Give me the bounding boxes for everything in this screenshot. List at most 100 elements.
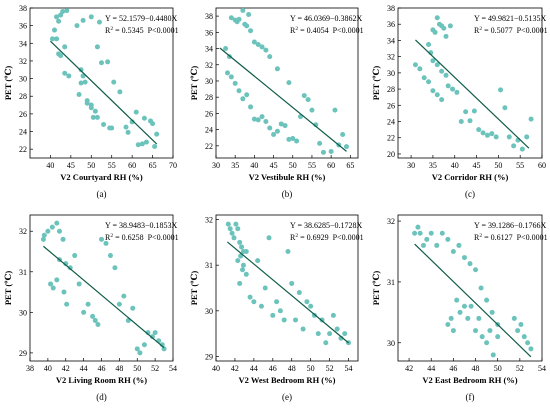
data-point bbox=[518, 322, 524, 327]
data-point bbox=[320, 149, 326, 155]
data-point bbox=[457, 309, 463, 315]
p-value: P<0.0001 bbox=[148, 26, 179, 35]
data-point bbox=[412, 230, 418, 236]
data-point bbox=[450, 328, 456, 334]
data-point bbox=[458, 119, 464, 125]
y-tick-label: 28 bbox=[387, 85, 395, 94]
data-point bbox=[528, 116, 534, 122]
x-tick-label: 60 bbox=[538, 161, 546, 170]
chart-panel-5: 40 42 44 46 48 50 52 54 29 30 31 32 V2 West Bedroom … bbox=[189, 214, 364, 402]
data-point bbox=[343, 144, 349, 150]
data-point bbox=[300, 326, 306, 332]
x-tick-label: 52 bbox=[151, 364, 159, 373]
data-point bbox=[246, 11, 252, 17]
data-point bbox=[417, 230, 423, 236]
data-point bbox=[236, 16, 242, 22]
data-point bbox=[424, 236, 430, 242]
y-tick-label: 22 bbox=[19, 145, 27, 154]
data-point bbox=[519, 146, 525, 152]
data-point bbox=[301, 93, 307, 99]
x-tick-label: 50 bbox=[87, 161, 95, 170]
chart-panel-6: 42 44 46 48 50 52 54 30 31 32 V2 East Bedroom RH (… bbox=[371, 214, 548, 402]
data-point bbox=[54, 36, 60, 42]
y-tick-label: 34 bbox=[205, 45, 213, 54]
y-tick-label: 22 bbox=[387, 134, 395, 143]
data-point bbox=[478, 285, 484, 291]
y-axis-title: PET (℃) bbox=[371, 66, 381, 101]
y-tick-label: 31 bbox=[19, 268, 27, 277]
data-point bbox=[290, 136, 296, 142]
x-tick-label: 46 bbox=[98, 364, 106, 373]
data-point bbox=[441, 25, 447, 31]
data-point bbox=[111, 79, 117, 85]
p-value: P<0.0001 bbox=[333, 26, 364, 35]
data-point bbox=[309, 107, 315, 113]
data-point bbox=[228, 15, 234, 21]
data-point bbox=[103, 240, 109, 246]
r-squared-exponent: 2 bbox=[479, 233, 482, 239]
data-point bbox=[237, 239, 243, 245]
data-point bbox=[52, 27, 58, 33]
regression-equation: Y = 38.6285−0.1728X bbox=[290, 221, 363, 230]
data-point bbox=[134, 346, 140, 352]
data-point bbox=[90, 114, 96, 120]
r-squared-annotation: R2 = 0.5345 P<0.0001 bbox=[105, 26, 179, 35]
data-point bbox=[239, 244, 245, 250]
x-tick-label: 54 bbox=[538, 364, 546, 373]
p-value: P<0.0001 bbox=[517, 233, 548, 242]
data-point bbox=[49, 36, 55, 42]
y-tick-label: 30 bbox=[19, 75, 27, 84]
data-point bbox=[232, 80, 238, 86]
data-point bbox=[525, 340, 531, 346]
data-point bbox=[263, 119, 269, 125]
r-squared-value: 0.6127 bbox=[491, 233, 513, 242]
regression-line bbox=[43, 245, 165, 349]
regression-line bbox=[219, 47, 347, 152]
data-point bbox=[447, 23, 453, 29]
y-axis-title: PET (℃) bbox=[3, 271, 13, 306]
data-point bbox=[445, 83, 451, 89]
data-point bbox=[92, 317, 98, 323]
x-tick-label: 48 bbox=[288, 364, 296, 373]
y-tick-label: 26 bbox=[19, 110, 27, 119]
r-squared-label: R bbox=[474, 233, 480, 242]
r-squared-value: 0.5077 bbox=[491, 26, 513, 35]
y-tick-label: 36 bbox=[387, 20, 395, 29]
data-point bbox=[439, 230, 445, 236]
regression-equation: Y = 39.1286−0.1766X bbox=[474, 221, 547, 230]
data-point bbox=[293, 317, 299, 323]
r-squared-eq: = bbox=[298, 233, 307, 242]
y-tick-label: 26 bbox=[387, 101, 395, 110]
data-point bbox=[54, 14, 60, 20]
data-point bbox=[125, 129, 131, 135]
data-point bbox=[159, 342, 165, 348]
data-point bbox=[78, 80, 84, 86]
data-point bbox=[92, 108, 98, 114]
data-point bbox=[240, 96, 246, 102]
data-point bbox=[133, 109, 139, 115]
data-point bbox=[285, 249, 291, 254]
data-point bbox=[129, 119, 135, 125]
y-tick-label: 30 bbox=[205, 307, 213, 316]
data-point bbox=[274, 66, 280, 72]
data-point bbox=[274, 128, 280, 134]
data-point bbox=[58, 53, 64, 59]
panel-label: (d) bbox=[96, 392, 107, 402]
chart-panel-1: 40 45 50 55 60 65 70 22 24 26 28 30 32 34 36 38 V2 Court… bbox=[3, 4, 179, 199]
x-tick-label: 50 bbox=[133, 364, 141, 373]
y-axis-title: PET (℃) bbox=[371, 271, 381, 306]
r-squared-annotation: R2 = 0.5077 P<0.0001 bbox=[474, 26, 548, 35]
plot-frame bbox=[397, 214, 543, 362]
data-point bbox=[430, 88, 436, 94]
x-axis-title: V2 Courtyard RH (%) bbox=[60, 172, 143, 182]
data-point bbox=[304, 299, 310, 305]
data-point bbox=[493, 134, 499, 140]
y-tick-label: 34 bbox=[387, 36, 395, 45]
data-point bbox=[85, 301, 91, 307]
data-point bbox=[511, 315, 517, 321]
data-point bbox=[315, 331, 321, 337]
data-point bbox=[296, 290, 302, 296]
regression-line bbox=[226, 241, 349, 344]
x-tick-label: 60 bbox=[327, 161, 335, 170]
data-point bbox=[236, 88, 242, 94]
